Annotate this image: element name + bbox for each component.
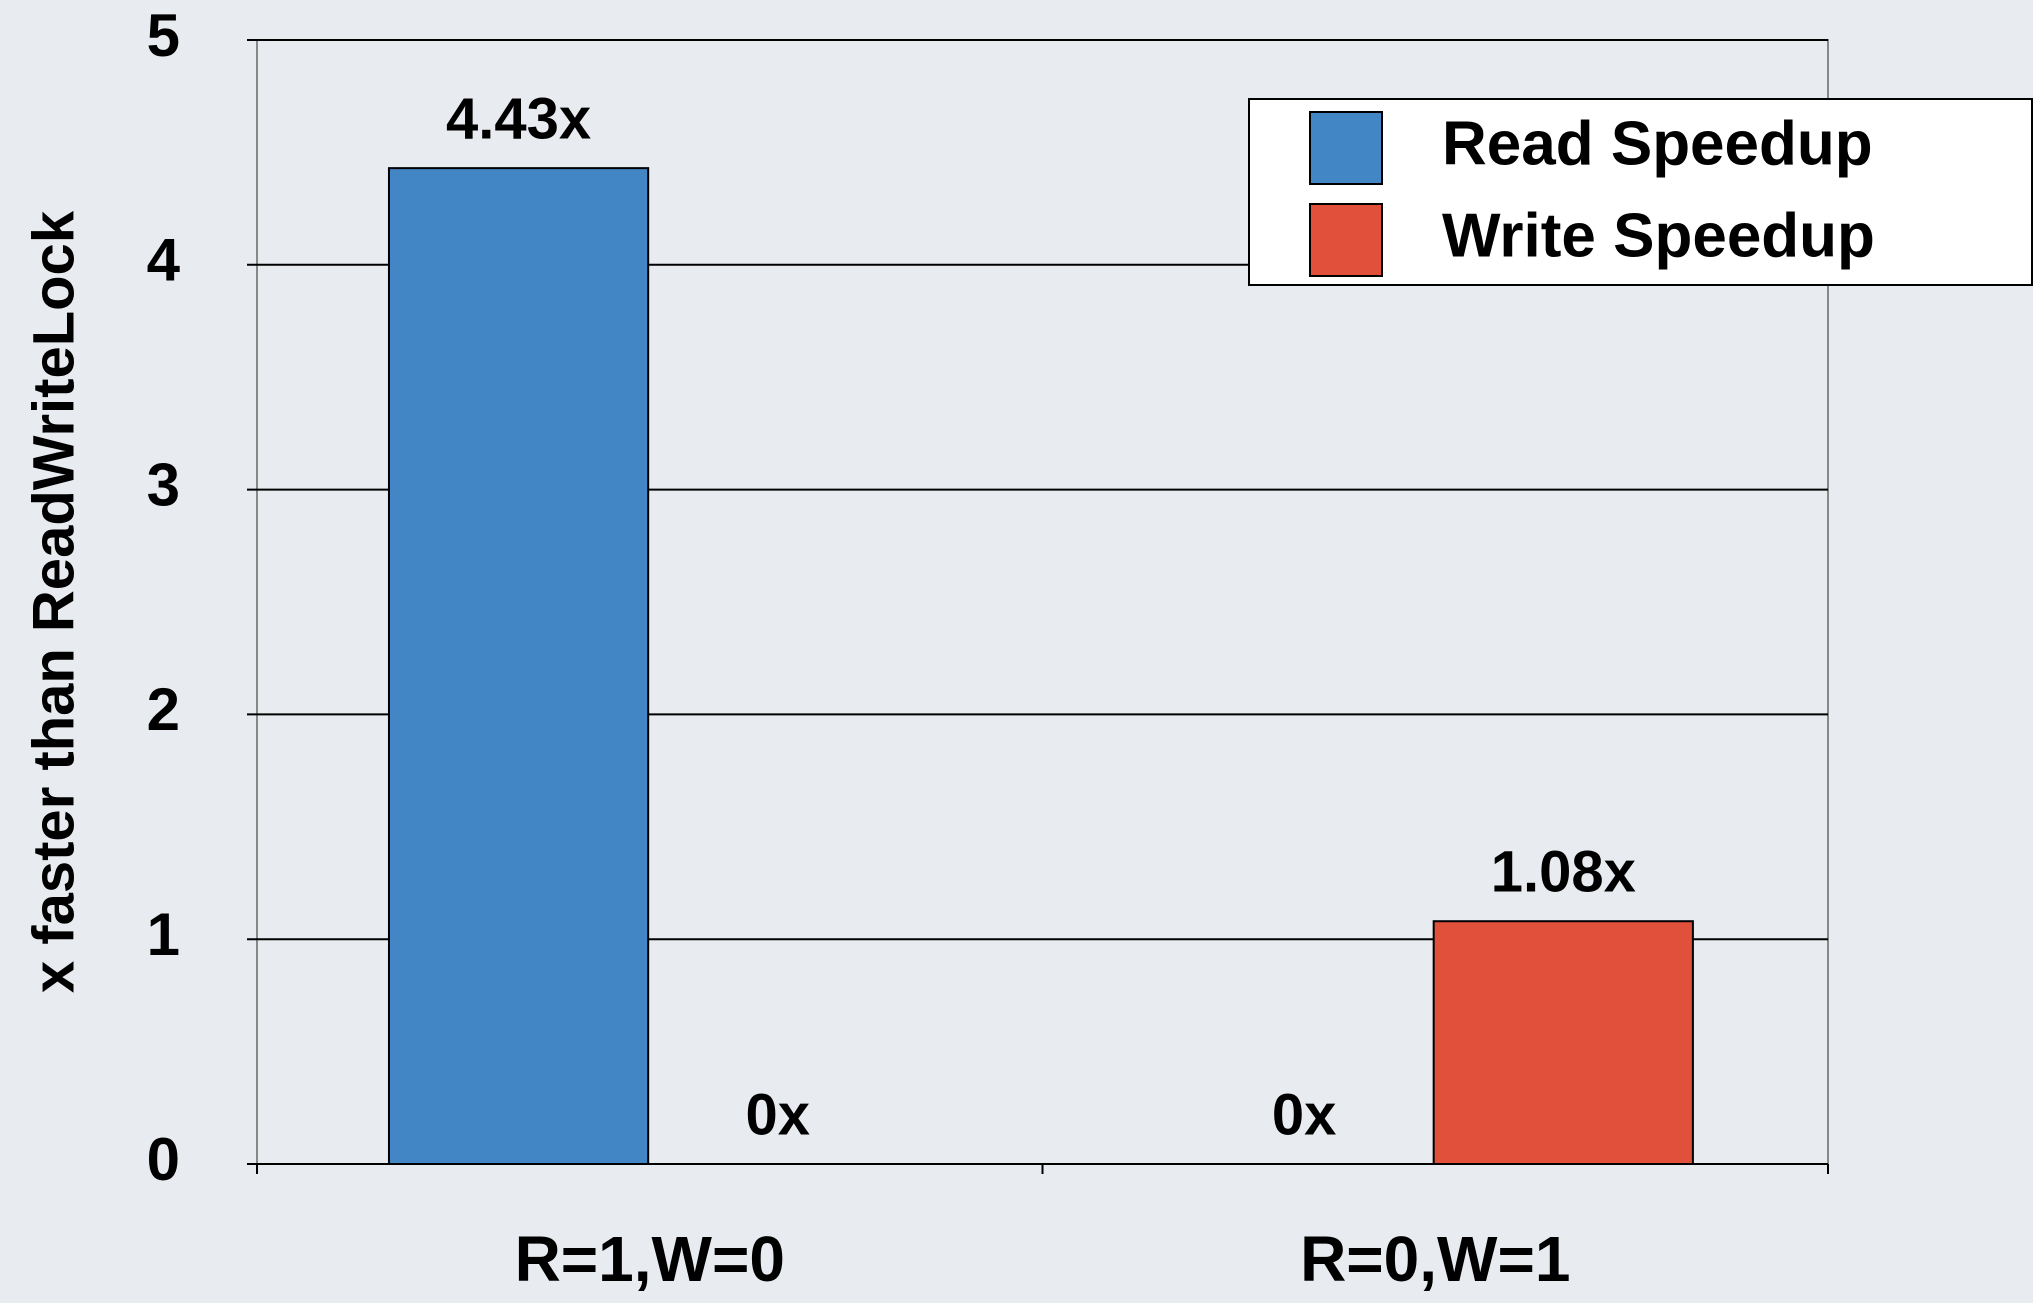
y-tick-label: 3 — [147, 451, 180, 518]
legend-swatch — [1309, 111, 1383, 185]
value-label: 1.08x — [1491, 840, 1636, 905]
bar — [1432, 920, 1694, 1165]
y-tick-label: 2 — [147, 676, 180, 743]
y-tick-label: 5 — [147, 2, 180, 69]
x-tick-label: R=1,W=0 — [515, 1223, 785, 1295]
value-label: 0x — [1272, 1082, 1337, 1147]
bar — [387, 167, 650, 1166]
y-tick-label: 4 — [147, 227, 181, 294]
legend-label: Read Speedup — [1442, 109, 1873, 178]
legend-swatch — [1309, 203, 1383, 277]
x-tick-label: R=0,W=1 — [1300, 1223, 1570, 1295]
value-label: 4.43x — [446, 86, 591, 151]
legend-label: Write Speedup — [1442, 201, 1875, 270]
y-axis-label: x faster than ReadWriteLock — [21, 210, 86, 993]
y-tick-label: 0 — [147, 1126, 180, 1193]
value-label: 0x — [746, 1082, 811, 1147]
y-tick-label: 1 — [147, 901, 180, 968]
